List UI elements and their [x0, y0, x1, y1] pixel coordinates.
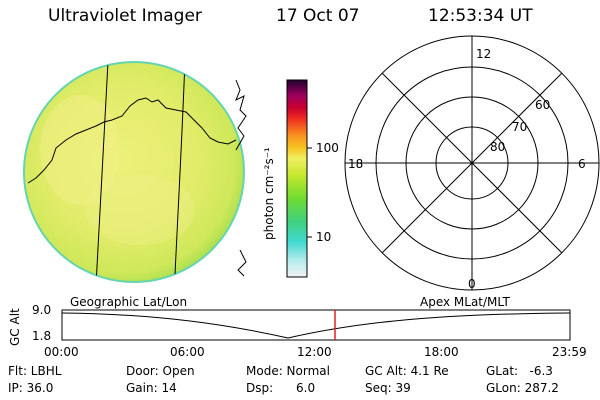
mlt-label-0: 0	[468, 277, 476, 291]
time-label: 12:53:34 UT	[428, 6, 533, 26]
timeline-plot	[61, 309, 571, 341]
timeline-axis-label: GC Alt	[8, 308, 22, 346]
date-label: 17 Oct 07	[276, 6, 360, 26]
info-dsp: Dsp: 6.0	[246, 381, 316, 395]
info-gc-alt: GC Alt: 4.1 Re	[365, 364, 449, 378]
info-glon: GLon: 287.2	[486, 381, 559, 395]
info-mode: Mode: Normal	[246, 364, 330, 378]
info-gain: Gain: 14	[126, 381, 177, 395]
timeline-xtick-0600: 06:00	[170, 345, 205, 359]
timeline-xtick-1800: 18:00	[424, 345, 459, 359]
colorbar-tick-10: 10	[316, 230, 332, 244]
polar-grid	[344, 35, 600, 291]
colorbar-tick-100: 100	[316, 141, 339, 155]
timeline-right-title: Apex MLat/MLT	[420, 295, 510, 309]
info-seq: Seq: 39	[365, 381, 411, 395]
timeline-xtick-1200: 12:00	[297, 345, 332, 359]
timeline-ytick-top: 9.0	[32, 303, 52, 317]
timeline-xtick-0000: 00:00	[44, 345, 79, 359]
lat-label-70: 70	[512, 120, 528, 134]
mlt-label-6: 6	[578, 157, 586, 171]
mlt-label-18: 18	[348, 157, 364, 171]
uv-image-disk	[23, 61, 247, 283]
colorbar-unit-label: photon cm⁻²s⁻¹	[262, 147, 276, 240]
lat-label-80: 80	[490, 140, 506, 154]
timeline-xtick-2359: 23:59	[552, 345, 587, 359]
info-door: Door: Open	[126, 364, 195, 378]
instrument-title: Ultraviolet Imager	[48, 6, 202, 26]
info-glat: GLat: -6.3	[486, 364, 553, 378]
colorbar	[286, 79, 312, 278]
timeline-left-title: Geographic Lat/Lon	[70, 295, 188, 309]
info-ip: IP: 36.0	[8, 381, 54, 395]
mlt-label-12: 12	[476, 47, 492, 61]
timeline-ytick-bottom: 1.8	[32, 329, 52, 343]
info-filter: Flt: LBHL	[8, 364, 62, 378]
lat-label-60: 60	[535, 98, 551, 112]
